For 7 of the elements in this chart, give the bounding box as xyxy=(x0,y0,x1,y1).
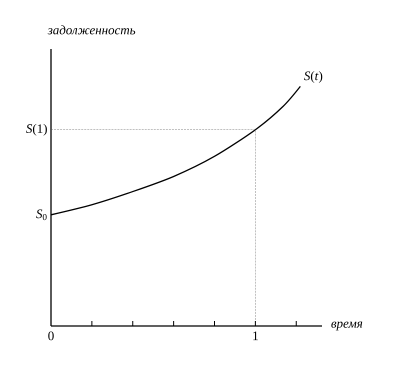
y-axis-title: задолженность xyxy=(48,25,136,34)
annotation: S$_{0}$ xyxy=(36,210,47,220)
x-tick-label: 1 xyxy=(253,332,258,340)
ref-line-label: S(1) xyxy=(26,124,47,136)
x-tick-label: 0 xyxy=(48,332,54,340)
x-axis-title: время xyxy=(331,322,362,330)
series-label: S(t) xyxy=(304,71,322,83)
